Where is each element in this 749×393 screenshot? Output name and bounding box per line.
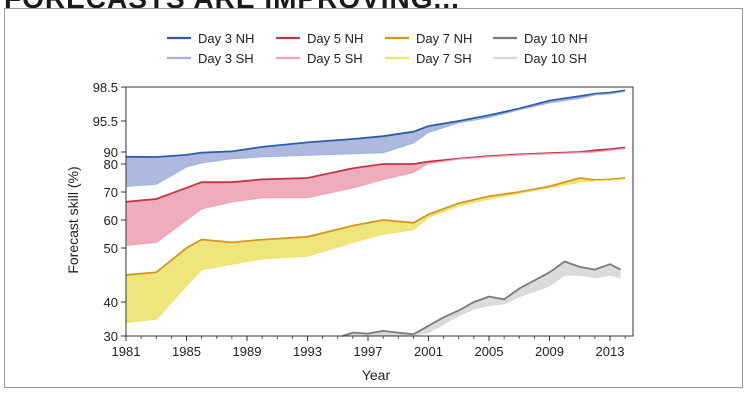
- day-10-sh-line: [402, 274, 621, 337]
- plot-areas: [126, 90, 626, 336]
- axes: 1981 1985 1989 1993 1997 2001 2005 2009 2013 30 40…: [93, 80, 634, 359]
- legend-label-day-5-sh: Day 5 SH: [307, 51, 363, 66]
- day-5-nh-day-5-sh-band: [126, 147, 626, 246]
- legend-item-day-3-sh: Day 3 SH: [167, 51, 254, 66]
- y-tick-label-98.5: 98.5: [93, 80, 118, 95]
- x-tick-label-1985: 1985: [172, 344, 201, 359]
- legend-item-day-10-nh: Day 10 NH: [493, 31, 588, 46]
- y-tick-label-40: 40: [104, 295, 118, 310]
- legend: Day 3 NH Day 3 SH Day 5 NH Day 5 SH Day 7 NH…: [167, 31, 588, 66]
- y-tick-label-70: 70: [104, 185, 118, 200]
- legend-label-day-5-nh: Day 5 NH: [307, 31, 363, 46]
- y-axis-title: Forecast skill (%): [65, 166, 81, 273]
- plot-border: [125, 86, 634, 337]
- x-axis-title: Year: [362, 367, 391, 383]
- page-heading: FORECASTS ARE IMPROVING...: [4, 0, 460, 15]
- day-7-nh-line: [125, 177, 626, 276]
- legend-item-day-7-nh: Day 7 NH: [385, 31, 472, 46]
- day-5-sh-line: [125, 148, 626, 246]
- legend-label-day-10-nh: Day 10 NH: [524, 31, 588, 46]
- legend-item-day-5-nh: Day 5 NH: [276, 31, 363, 46]
- forecast-skill-chart: Day 3 NH Day 3 SH Day 5 NH Day 5 SH Day 7 NH…: [65, 31, 634, 383]
- y-tick-label-90: 90: [104, 145, 118, 160]
- legend-label-day-3-nh: Day 3 NH: [198, 31, 254, 46]
- x-tick-label-1981: 1981: [112, 344, 141, 359]
- day-7-nh-day-7-sh-band: [126, 178, 626, 323]
- legend-item-day-7-sh: Day 7 SH: [385, 51, 472, 66]
- plot-lines: [125, 89, 626, 337]
- x-tick-label-2001: 2001: [414, 344, 443, 359]
- y-tick-label-80: 80: [104, 157, 118, 172]
- y-tick-label-95.5: 95.5: [93, 114, 118, 129]
- x-tick-label-1997: 1997: [354, 344, 383, 359]
- y-tick-label-50: 50: [104, 241, 118, 256]
- day-3-sh-line: [125, 90, 626, 187]
- legend-item-day-5-sh: Day 5 SH: [276, 51, 363, 66]
- x-tick-label-2005: 2005: [475, 344, 504, 359]
- legend-label-day-3-sh: Day 3 SH: [198, 51, 254, 66]
- chart-frame: Day 3 NH Day 3 SH Day 5 NH Day 5 SH Day 7 NH…: [4, 8, 743, 388]
- day-3-nh-line: [125, 89, 626, 158]
- day-10-nh-line: [342, 260, 622, 337]
- x-tick-label-2013: 2013: [596, 344, 625, 359]
- day-7-sh-line: [125, 178, 626, 323]
- x-tick-label-2009: 2009: [535, 344, 564, 359]
- y-tick-label-30: 30: [104, 329, 118, 344]
- day-10-nh-day-10-sh-band: [342, 261, 621, 336]
- y-tick-label-60: 60: [104, 213, 118, 228]
- x-tick-label-1989: 1989: [233, 344, 262, 359]
- legend-item-day-3-nh: Day 3 NH: [167, 31, 254, 46]
- legend-item-day-10-sh: Day 10 SH: [493, 51, 587, 66]
- legend-label-day-10-sh: Day 10 SH: [524, 51, 587, 66]
- legend-label-day-7-sh: Day 7 SH: [416, 51, 472, 66]
- legend-label-day-7-nh: Day 7 NH: [416, 31, 472, 46]
- x-tick-label-1993: 1993: [293, 344, 322, 359]
